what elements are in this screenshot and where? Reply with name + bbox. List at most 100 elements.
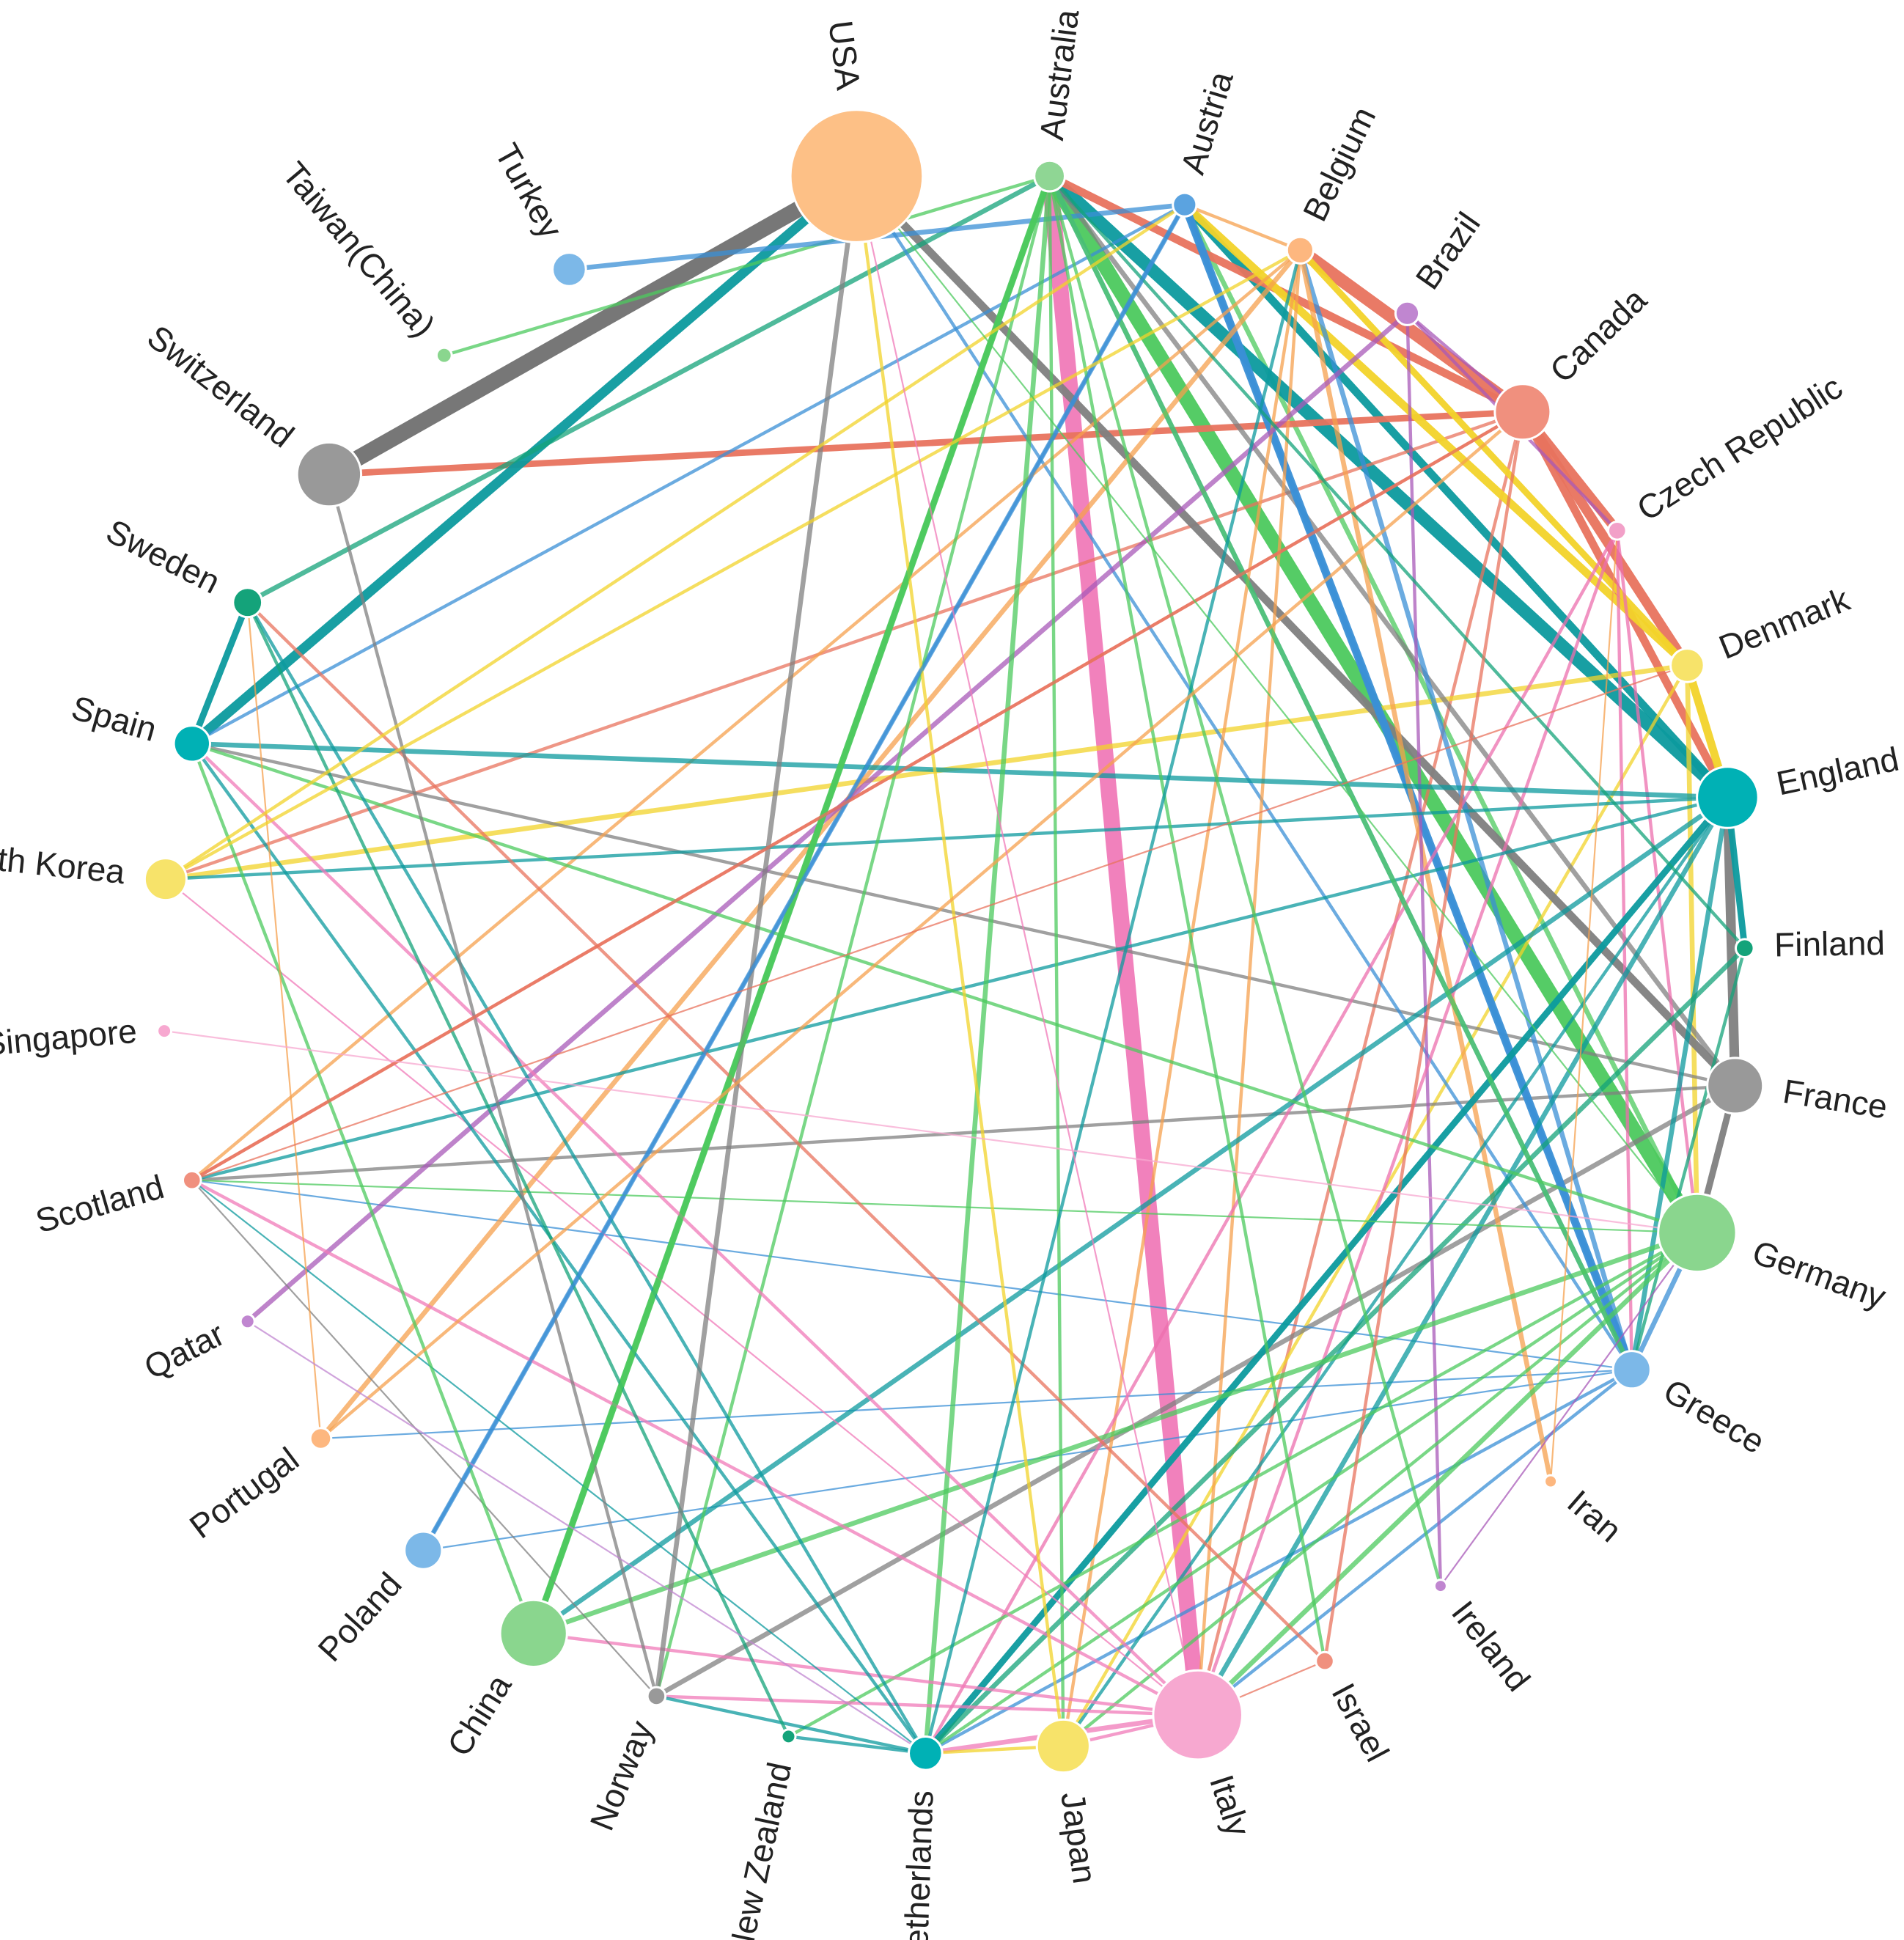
edge-greece-italy (1196, 1367, 1633, 1717)
edge-england-spain (189, 741, 1730, 800)
edge-switzerland-usa (320, 168, 865, 483)
edge-canada-italy (1196, 410, 1525, 1717)
node-portugal[interactable] (309, 1427, 333, 1450)
edge-czech-republic-netherlands (924, 529, 1620, 1755)
node-germany[interactable] (1657, 1192, 1738, 1274)
node-japan[interactable] (1035, 1718, 1091, 1774)
node-label-england: England (1773, 740, 1902, 803)
edge-england-australia (1043, 169, 1735, 804)
node-switzerland[interactable] (295, 441, 363, 508)
node-poland[interactable] (403, 1530, 444, 1570)
edge-italy-scotland (190, 1178, 1199, 1717)
edge-south-korea-austria (163, 203, 1187, 881)
node-label-new-zealand: New Zealand (720, 1759, 798, 1940)
edge-england-netherlands (922, 794, 1731, 1757)
node-france[interactable] (1706, 1057, 1765, 1115)
node-label-iran: Iran (1560, 1482, 1629, 1549)
node-label-brazil: Brazil (1408, 205, 1488, 296)
node-scotland[interactable] (181, 1169, 202, 1191)
edge-england-scotland (190, 796, 1730, 1182)
node-iran[interactable] (1543, 1474, 1559, 1489)
edge-norway-scotland (191, 1179, 658, 1697)
edge-qatar-netherlands (246, 1320, 927, 1755)
node-label-austria: Austria (1173, 67, 1240, 179)
node-netherlands[interactable] (908, 1735, 944, 1771)
node-new-zealand[interactable] (780, 1728, 797, 1745)
node-england[interactable] (1696, 765, 1760, 829)
edge-finland-australia (1048, 174, 1747, 950)
edge-brazil-qatar (245, 310, 1410, 1324)
node-label-italy: Italy (1202, 1770, 1258, 1840)
node-austria[interactable] (1172, 191, 1198, 218)
node-label-france: France (1780, 1072, 1890, 1126)
node-label-switzerland: Switzerland (140, 317, 301, 455)
node-spain[interactable] (172, 724, 211, 763)
node-denmark[interactable] (1669, 647, 1705, 683)
node-label-japan: Japan (1054, 1790, 1104, 1886)
edge-denmark-japan (1062, 664, 1689, 1748)
node-singapore[interactable] (156, 1023, 173, 1040)
edge-canada-denmark (1518, 407, 1692, 671)
edge-netherlands-spain (190, 742, 927, 1755)
node-label-netherlands: Netherlands (896, 1790, 941, 1940)
edge-denmark-austria (1180, 200, 1691, 669)
edge-iran-czech-republic (1550, 529, 1618, 1482)
node-belgium[interactable] (1285, 235, 1315, 265)
node-label-singapore: Singapore (0, 1012, 139, 1063)
node-norway[interactable] (646, 1686, 667, 1707)
node-label-scotland: Scotland (32, 1167, 168, 1240)
edge-netherlands-scotland (191, 1179, 927, 1755)
edge-new-zealand-sweden (246, 600, 790, 1738)
edge-australia-japan (1048, 174, 1065, 1748)
node-label-australia: Australia (1032, 7, 1086, 142)
edge-france-australia (1047, 173, 1738, 1089)
node-greece[interactable] (1611, 1350, 1652, 1390)
node-china[interactable] (499, 1598, 568, 1668)
nodes-layer (143, 109, 1765, 1774)
edge-belgium-italy (1196, 249, 1302, 1717)
edge-south-korea-belgium (163, 249, 1302, 881)
node-turkey[interactable] (551, 251, 587, 287)
node-label-czech-republic: Czech Republic (1630, 367, 1849, 528)
node-label-finland: Finland (1774, 924, 1886, 964)
node-italy[interactable] (1152, 1669, 1243, 1761)
node-finland[interactable] (1735, 938, 1755, 958)
edge-netherlands-new-zealand (787, 1735, 927, 1755)
node-czech-republic[interactable] (1607, 521, 1628, 541)
node-canada[interactable] (1493, 383, 1552, 441)
edge-belgium-austria (1183, 203, 1302, 252)
node-label-china: China (440, 1667, 519, 1763)
edge-brazil-ireland (1405, 312, 1443, 1588)
edge-australia-netherlands (923, 173, 1052, 1756)
edge-canada-belgium (1293, 243, 1529, 419)
node-qatar[interactable] (239, 1313, 256, 1330)
edge-belgium-japan (1062, 249, 1302, 1748)
node-label-spain: Spain (67, 688, 161, 749)
node-label-turkey: Turkey (488, 137, 570, 245)
edge-england-japan (1062, 796, 1730, 1748)
node-south-korea[interactable] (143, 857, 188, 902)
node-australia[interactable] (1033, 159, 1066, 193)
edge-greece-netherlands (924, 1367, 1633, 1755)
node-ireland[interactable] (1433, 1579, 1448, 1594)
edge-australia-israel (1048, 174, 1327, 1663)
edge-finland-greece (1630, 946, 1747, 1372)
node-taiwan-china[interactable] (435, 346, 453, 364)
edge-germany-italy (1195, 1230, 1700, 1718)
edge-france-england (1722, 792, 1741, 1091)
edge-ireland-germany (1439, 1232, 1698, 1587)
node-brazil[interactable] (1394, 300, 1421, 326)
node-sweden[interactable] (232, 587, 264, 619)
edge-greece-poland (422, 1369, 1633, 1551)
edge-taiwan-china--australia (442, 174, 1051, 357)
node-label-israel: Israel (1324, 1677, 1397, 1768)
edge-singapore-germany (163, 1029, 1698, 1234)
node-label-south-korea: South Korea (0, 834, 127, 891)
node-israel[interactable] (1315, 1650, 1335, 1672)
edge-australia-greece (1047, 173, 1634, 1373)
edge-sweden-australia (245, 173, 1052, 606)
node-label-sweden: Sweden (100, 512, 227, 601)
edge-japan-usa (855, 174, 1065, 1748)
node-usa[interactable] (789, 109, 925, 243)
